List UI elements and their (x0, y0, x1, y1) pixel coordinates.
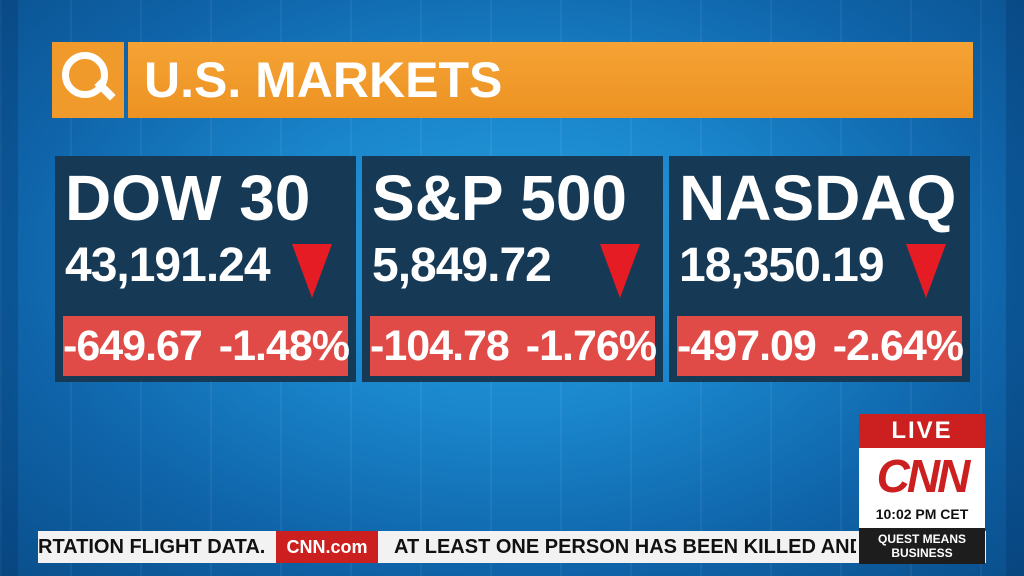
change-percent: -1.76% (525, 322, 657, 370)
down-arrow-icon (292, 244, 332, 298)
header-title: U.S. MARKETS (144, 52, 503, 108)
market-change: -497.09 -2.64% (677, 316, 964, 376)
change-points: -497.09 (677, 322, 817, 370)
market-name: NASDAQ (679, 162, 957, 234)
change-percent: -1.48% (218, 322, 350, 370)
cnn-logo: CNN (876, 450, 971, 502)
markets-header: U.S. MARKETS (52, 42, 973, 118)
header-bar: U.S. MARKETS (128, 42, 973, 118)
clock: 10:02 PM CET (875, 506, 969, 522)
market-panel-dow: DOW 30 43,191.24 -649.67 -1.48% (55, 156, 356, 382)
market-value: 43,191.24 (65, 239, 271, 292)
market-name: S&P 500 (372, 162, 627, 234)
market-panel-sp500: S&P 500 5,849.72 -104.78 -1.76% (362, 156, 663, 382)
market-change: -649.67 -1.48% (63, 316, 350, 376)
down-arrow-icon (600, 244, 640, 298)
live-label: LIVE (859, 414, 985, 448)
change-points: -104.78 (370, 322, 510, 370)
down-arrow-icon (906, 244, 946, 298)
news-ticker: RTATION FLIGHT DATA. CNN.com AT LEAST ON… (38, 531, 986, 563)
market-panel-nasdaq: NASDAQ 18,350.19 -497.09 -2.64% (669, 156, 970, 382)
ticker-text-right: AT LEAST ONE PERSON HAS BEEN KILLED AND (394, 536, 856, 558)
market-name: DOW 30 (65, 162, 311, 234)
live-bug: LIVE CNN 10:02 PM CET (859, 414, 985, 528)
cnn-com-logo: CNN.com (276, 531, 378, 563)
show-name: QUEST MEANS BUSINESS (859, 528, 985, 564)
change-points: -649.67 (63, 322, 203, 370)
market-value: 5,849.72 (372, 239, 552, 292)
ticker-text-left: RTATION FLIGHT DATA. (38, 536, 266, 558)
q-logo-icon (52, 42, 124, 118)
market-change: -104.78 -1.76% (370, 316, 657, 376)
market-value: 18,350.19 (679, 239, 885, 292)
change-percent: -2.64% (832, 322, 964, 370)
